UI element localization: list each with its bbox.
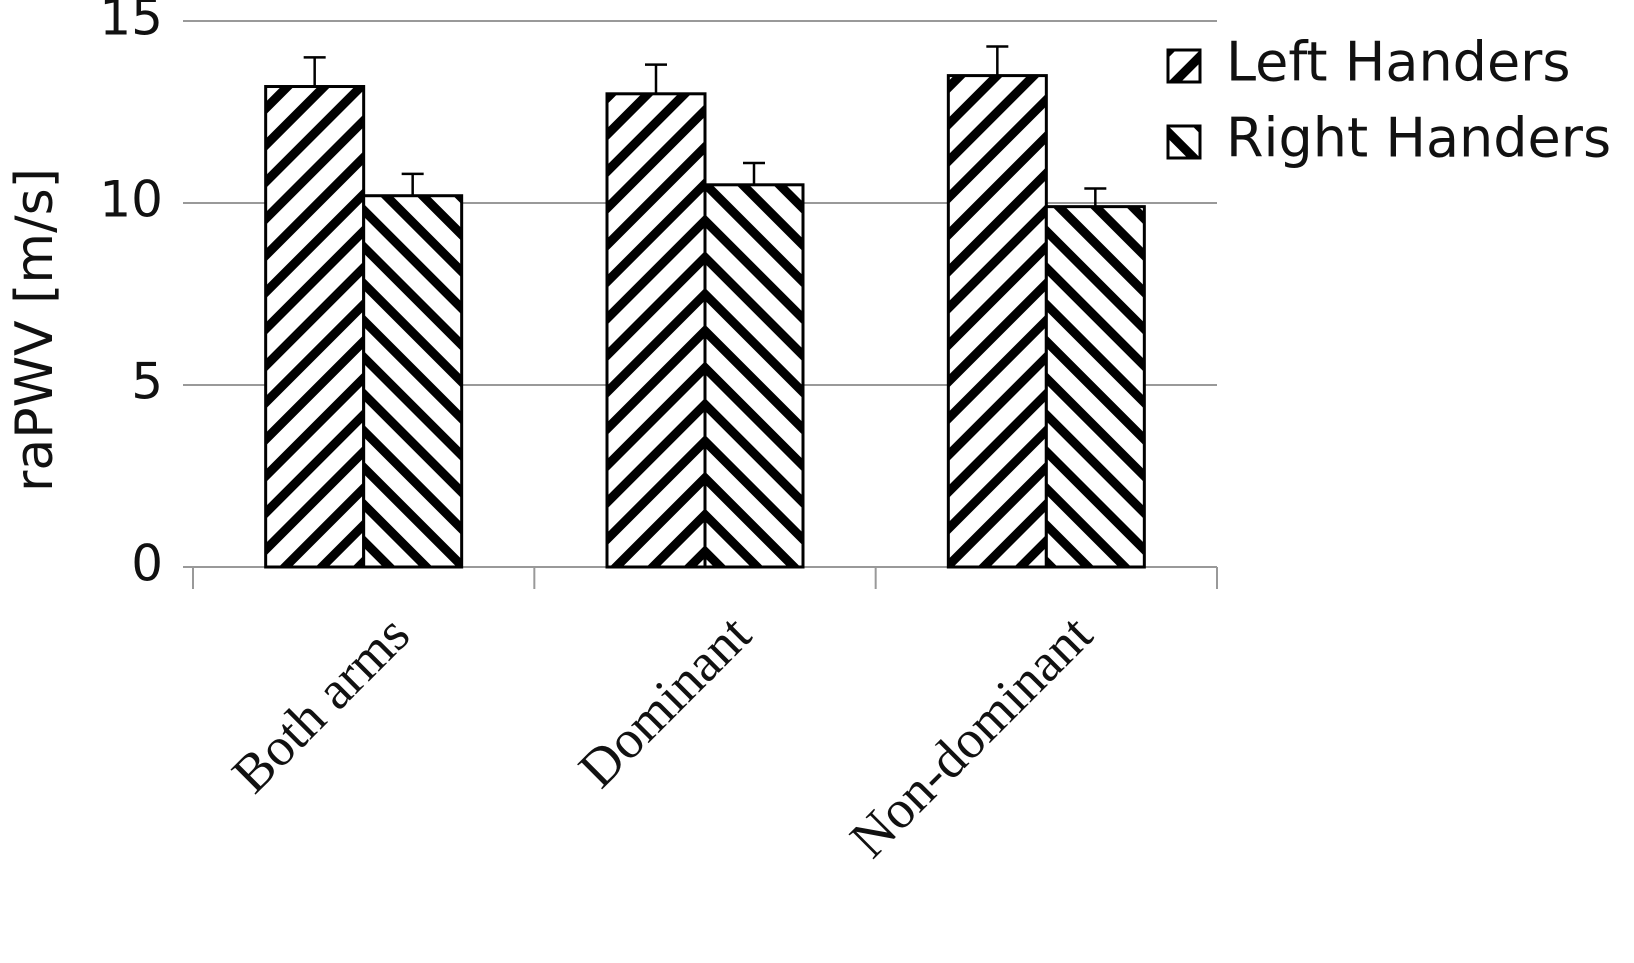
error-bar [303, 56, 326, 87]
y-tick-label: 0 [131, 535, 163, 593]
x-tick-label: Non-dominant [838, 604, 1103, 869]
bar [362, 194, 464, 569]
y-tick-label: 10 [99, 171, 163, 229]
bar [703, 183, 805, 569]
y-axis-title: raPWV [m/s] [5, 168, 65, 492]
x-tick-label: Both arms [220, 604, 420, 804]
error-bar [645, 63, 667, 94]
error-bar [743, 161, 765, 185]
bar [946, 74, 1048, 569]
y-tick-label: 15 [99, 0, 163, 47]
error-bar [986, 45, 1009, 76]
y-tick-label: 5 [131, 353, 163, 411]
legend-swatch [1166, 124, 1202, 160]
bar [1044, 205, 1146, 569]
bar [605, 92, 707, 569]
legend-label: Right Handers [1226, 107, 1611, 170]
x-tick-label: Dominant [567, 604, 762, 799]
legend-label: Left Handers [1226, 31, 1571, 94]
legend-swatch [1166, 48, 1202, 84]
bar [264, 85, 366, 569]
error-bar [401, 172, 424, 196]
error-bar [1084, 187, 1107, 207]
